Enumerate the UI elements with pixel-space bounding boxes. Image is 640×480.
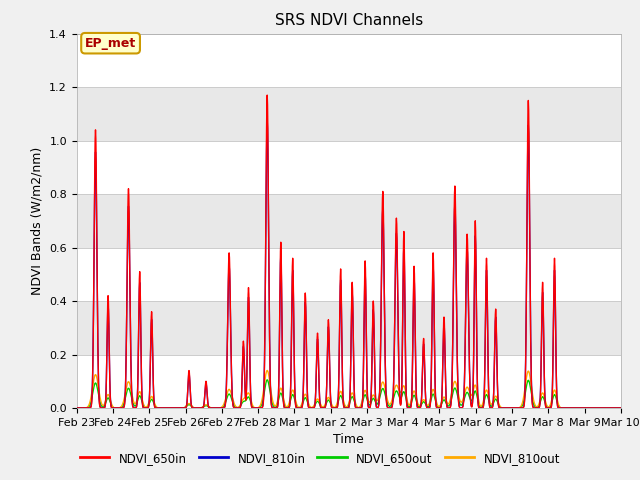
Title: SRS NDVI Channels: SRS NDVI Channels: [275, 13, 423, 28]
X-axis label: Time: Time: [333, 433, 364, 446]
Bar: [77, 141, 621, 194]
NDVI_650in: [448, 387, 456, 393]
NDVI_810in: [319, 405, 327, 411]
NDVI_810out: [448, 389, 456, 395]
Line: NDVI_650out: NDVI_650out: [77, 380, 620, 408]
NDVI_650in: [83, 405, 91, 411]
NDVI_810in: [616, 405, 624, 411]
Bar: [77, 248, 621, 301]
NDVI_650in: [319, 405, 327, 411]
Line: NDVI_810in: NDVI_810in: [77, 120, 620, 408]
Y-axis label: NDVI Bands (W/m2/nm): NDVI Bands (W/m2/nm): [31, 147, 44, 295]
NDVI_650out: [582, 405, 589, 411]
Text: EP_met: EP_met: [85, 36, 136, 50]
NDVI_650out: [448, 395, 456, 400]
NDVI_810out: [319, 404, 327, 410]
NDVI_650out: [83, 405, 91, 411]
NDVI_650out: [616, 405, 624, 411]
NDVI_810in: [351, 403, 359, 409]
Bar: [77, 34, 621, 87]
Bar: [77, 87, 621, 141]
NDVI_650out: [351, 401, 359, 407]
NDVI_650in: [616, 405, 624, 411]
Line: NDVI_650in: NDVI_650in: [77, 95, 620, 408]
NDVI_810in: [582, 405, 589, 411]
NDVI_810in: [448, 384, 456, 390]
NDVI_810out: [616, 405, 624, 411]
NDVI_810out: [264, 368, 271, 373]
NDVI_650in: [264, 92, 271, 98]
NDVI_810in: [83, 405, 91, 411]
NDVI_650out: [73, 405, 81, 411]
NDVI_650in: [582, 405, 589, 411]
NDVI_810out: [83, 405, 91, 410]
NDVI_810out: [582, 405, 589, 411]
Bar: [77, 355, 621, 408]
NDVI_650out: [264, 377, 271, 383]
NDVI_650in: [170, 405, 178, 411]
NDVI_650in: [351, 404, 359, 409]
Line: NDVI_810out: NDVI_810out: [77, 371, 620, 408]
Bar: [77, 301, 621, 355]
NDVI_650out: [170, 405, 178, 411]
NDVI_810out: [351, 399, 359, 405]
NDVI_810in: [73, 405, 81, 411]
NDVI_650in: [73, 405, 81, 411]
NDVI_650out: [319, 405, 327, 410]
NDVI_810in: [170, 405, 178, 411]
Legend: NDVI_650in, NDVI_810in, NDVI_650out, NDVI_810out: NDVI_650in, NDVI_810in, NDVI_650out, NDV…: [75, 447, 565, 469]
NDVI_810out: [170, 405, 178, 411]
Bar: [77, 194, 621, 248]
NDVI_810out: [73, 405, 81, 411]
NDVI_810in: [264, 117, 271, 123]
